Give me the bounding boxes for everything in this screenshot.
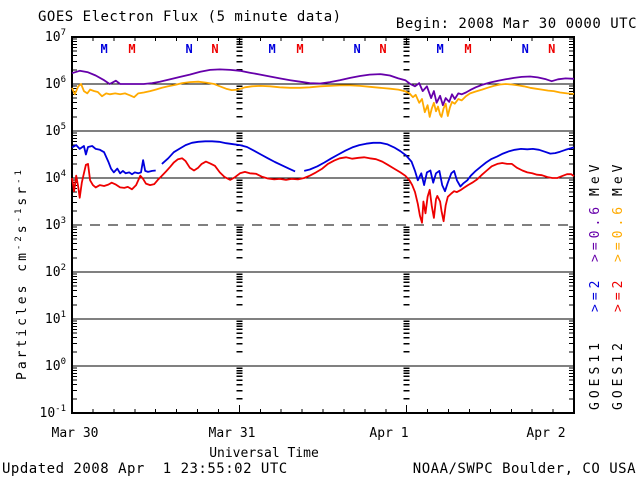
plot-frame bbox=[71, 36, 575, 414]
noon-midnight-marker: M bbox=[464, 42, 471, 56]
legend-goes12-segment: >=2 bbox=[611, 277, 626, 312]
y-tick-label: 100 bbox=[45, 357, 66, 374]
y-tick-label: 10-1 bbox=[40, 404, 67, 421]
noon-midnight-marker: N bbox=[548, 42, 555, 56]
y-tick-label: 102 bbox=[45, 263, 66, 280]
y-tick-label: 103 bbox=[45, 216, 66, 233]
legend-goes11-segment: >=0.6 bbox=[588, 203, 603, 262]
y-tick-label: 105 bbox=[45, 122, 66, 139]
y-axis-title: Particles cm-2s-1sr-1 bbox=[14, 167, 30, 380]
x-tick-label: Apr 2 bbox=[526, 426, 565, 441]
flux-series-goes11-ge2 bbox=[71, 140, 575, 193]
begin-timestamp: Begin: 2008 Mar 30 0000 UTC bbox=[395, 16, 637, 32]
flux-series-goes11-ge06 bbox=[71, 68, 575, 107]
legend-goes12-segment: >=0.6 bbox=[611, 203, 626, 262]
legend-goes12-segment: MeV bbox=[611, 161, 626, 196]
noon-midnight-marker: N bbox=[186, 42, 193, 56]
noon-midnight-marker: N bbox=[211, 42, 218, 56]
noon-midnight-marker: N bbox=[379, 42, 386, 56]
x-tick-label: Mar 31 bbox=[209, 426, 256, 441]
x-tick-label: Apr 1 bbox=[369, 426, 408, 441]
y-tick-label: 104 bbox=[45, 169, 66, 186]
noon-midnight-marker: M bbox=[437, 42, 444, 56]
legend-goes11-segment: >=2 bbox=[588, 277, 603, 312]
noon-midnight-marker: N bbox=[522, 42, 529, 56]
flux-series-goes12-ge06 bbox=[71, 80, 575, 118]
updated-timestamp: Updated 2008 Apr 1 23:55:02 UTC bbox=[2, 461, 288, 477]
noon-midnight-marker: N bbox=[354, 42, 361, 56]
x-tick-label: Mar 30 bbox=[52, 426, 99, 441]
y-tick-label: 101 bbox=[45, 310, 66, 327]
y-tick-label: 106 bbox=[45, 75, 66, 92]
noon-midnight-marker: M bbox=[128, 42, 135, 56]
noon-midnight-marker: M bbox=[268, 42, 275, 56]
noon-midnight-marker: M bbox=[100, 42, 107, 56]
source-credit: NOAA/SWPC Boulder, CO USA bbox=[412, 461, 636, 477]
y-tick-label: 107 bbox=[45, 28, 66, 45]
noon-midnight-marker: M bbox=[296, 42, 303, 56]
legend-goes11-segment: GOES11 bbox=[588, 339, 603, 410]
chart-title: GOES Electron Flux (5 minute data) bbox=[38, 9, 342, 25]
legend-goes12-segment: GOES12 bbox=[611, 339, 626, 410]
x-axis-title: Universal Time bbox=[209, 446, 319, 461]
flux-series-goes12-ge2 bbox=[71, 156, 575, 224]
legend-goes11-segment: MeV bbox=[588, 161, 603, 196]
